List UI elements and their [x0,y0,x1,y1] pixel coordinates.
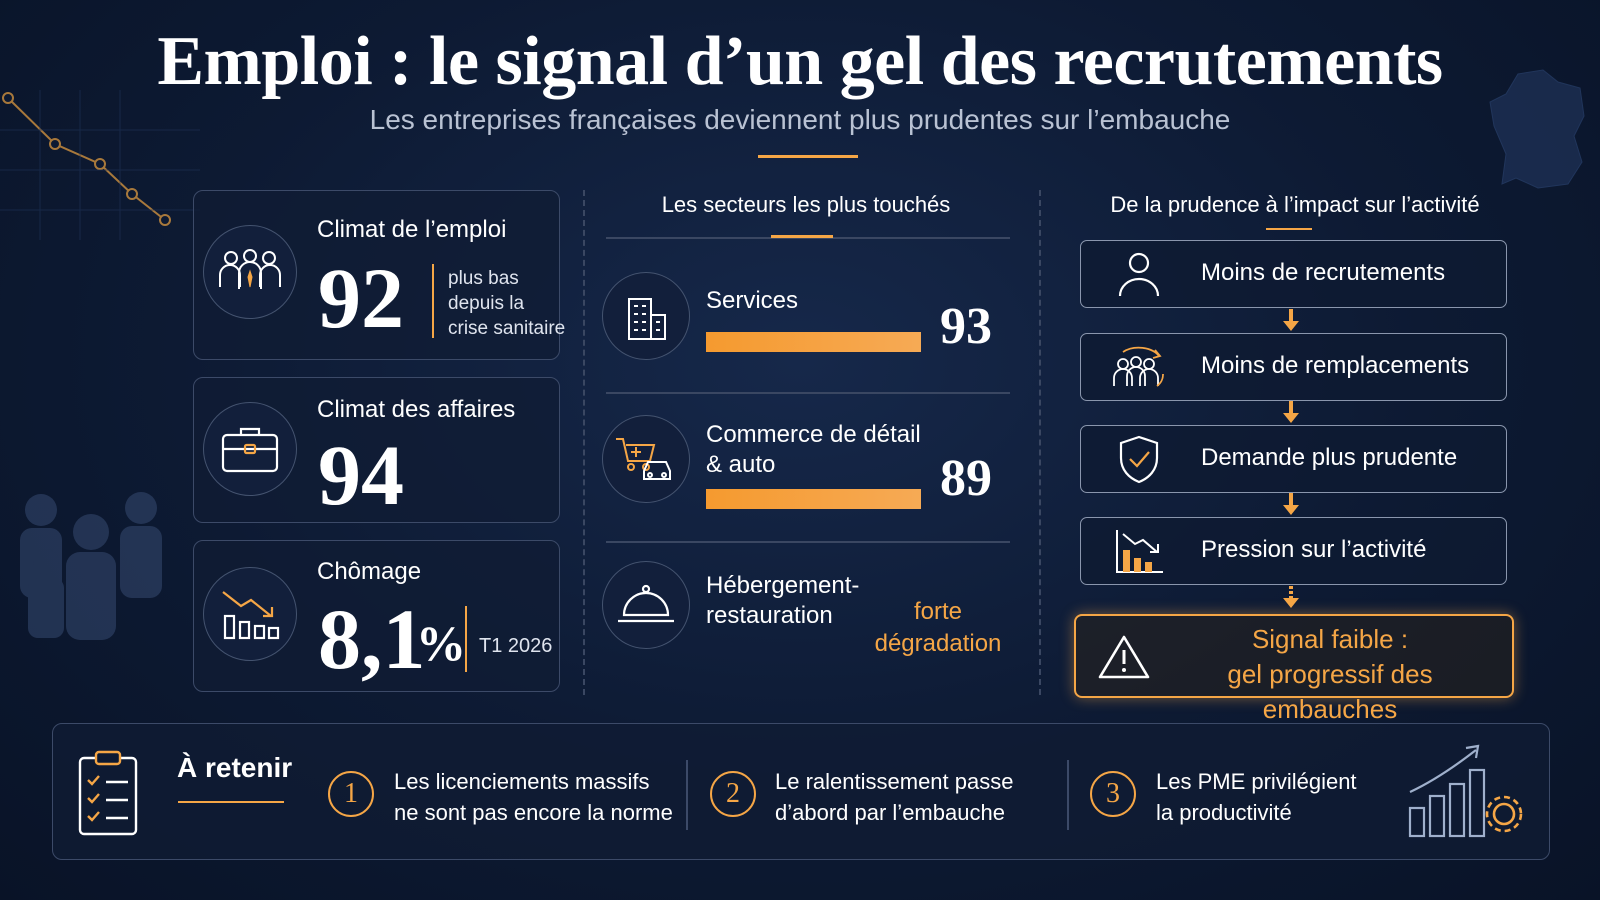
takeaway-point: Les PME privilégient la productivité [1156,769,1357,825]
falling-bars-icon [1109,526,1169,576]
page-title: Emploi : le signal d’un gel des recrutem… [157,23,1443,100]
sector-label: Hébergement- restauration [706,572,860,629]
indicator-unit: % [416,615,466,671]
france-map-icon [1489,69,1585,189]
declining-chart-icon [203,567,297,661]
impact-step: Pression sur l’activité [1080,517,1507,585]
point-number: 3 [1090,771,1136,817]
takeaways-underline [178,801,284,803]
sectors-title: Les secteurs les plus touchés [661,192,951,217]
column-divider [583,190,585,695]
takeaways-title: À retenir [177,752,293,783]
separator [432,264,434,338]
sectors-accent [771,235,833,238]
separator [465,606,467,672]
sector-bar [706,332,921,352]
sector-divider [606,541,1010,543]
takeaways-panel [52,723,1550,860]
sector-label: Services [706,287,799,314]
column-divider [1039,190,1041,695]
sector-bar-fill [706,332,921,352]
sector-value: 93 [940,298,992,355]
point-divider [686,760,688,830]
impact-step-label: Pression sur l’activité [1201,536,1427,563]
title-underline [758,155,858,158]
arrow-down-icon [1283,586,1299,608]
point-divider [1067,760,1069,830]
indicator-note: plus bas depuis la crise sanitaire [448,268,566,339]
impact-step: Moins de remplacements [1080,333,1507,401]
indicator-period: T1 2026 [479,635,553,657]
building-icon [602,272,690,360]
signal-alert-box: Signal faible : gel progressif des embau… [1074,614,1514,724]
clipboard-checklist-icon [78,750,138,836]
impact-step-label: Demande plus prudente [1201,444,1458,471]
cloche-icon [602,561,690,649]
people-cycle-icon [1109,342,1169,392]
sector-note: forte dégradation [874,598,1002,657]
shield-check-icon [1109,434,1169,484]
warning-icon [1098,635,1150,679]
point-number: 1 [328,771,374,817]
arrow-down-icon [1283,309,1299,331]
signal-text: Signal faible : gel progressif des embau… [1227,624,1433,724]
sector-label: Commerce de détail & auto [706,421,921,478]
sector-divider [606,392,1010,394]
indicator-label: Chômage [317,558,422,585]
sector-value: 89 [940,450,992,507]
point-number: 2 [710,771,756,817]
briefcase-icon [203,402,297,496]
arrow-down-icon [1283,493,1299,515]
impact-step-label: Moins de recrutements [1201,259,1446,286]
impact-title: De la prudence à l’impact sur l’activité [1110,192,1480,217]
impact-step: Moins de recrutements [1080,240,1507,308]
person-icon [1109,249,1169,299]
arrow-down-icon [1283,401,1299,423]
sector-bar [706,489,921,509]
indicator-value: 8,1 [318,591,426,687]
workers-silhouette-icon [20,492,162,640]
decorative-trend-line [0,90,200,240]
takeaway-point: Les licenciements massifs ne sont pas en… [394,769,673,825]
cart-car-icon [602,415,690,503]
indicator-value: 94 [318,427,404,523]
indicator-value: 92 [318,250,404,346]
sector-bar-fill [706,489,921,509]
growth-gear-icon [1408,744,1523,838]
impact-accent [1266,228,1312,230]
impact-step: Demande plus prudente [1080,425,1507,493]
indicator-label: Climat des affaires [317,396,516,423]
indicator-label: Climat de l’emploi [317,216,507,243]
team-icon [203,225,297,319]
takeaway-point: Le ralentissement passe d’abord par l’em… [775,769,1014,825]
impact-step-label: Moins de remplacements [1201,352,1470,379]
page-subtitle: Les entreprises françaises deviennent pl… [369,104,1231,135]
